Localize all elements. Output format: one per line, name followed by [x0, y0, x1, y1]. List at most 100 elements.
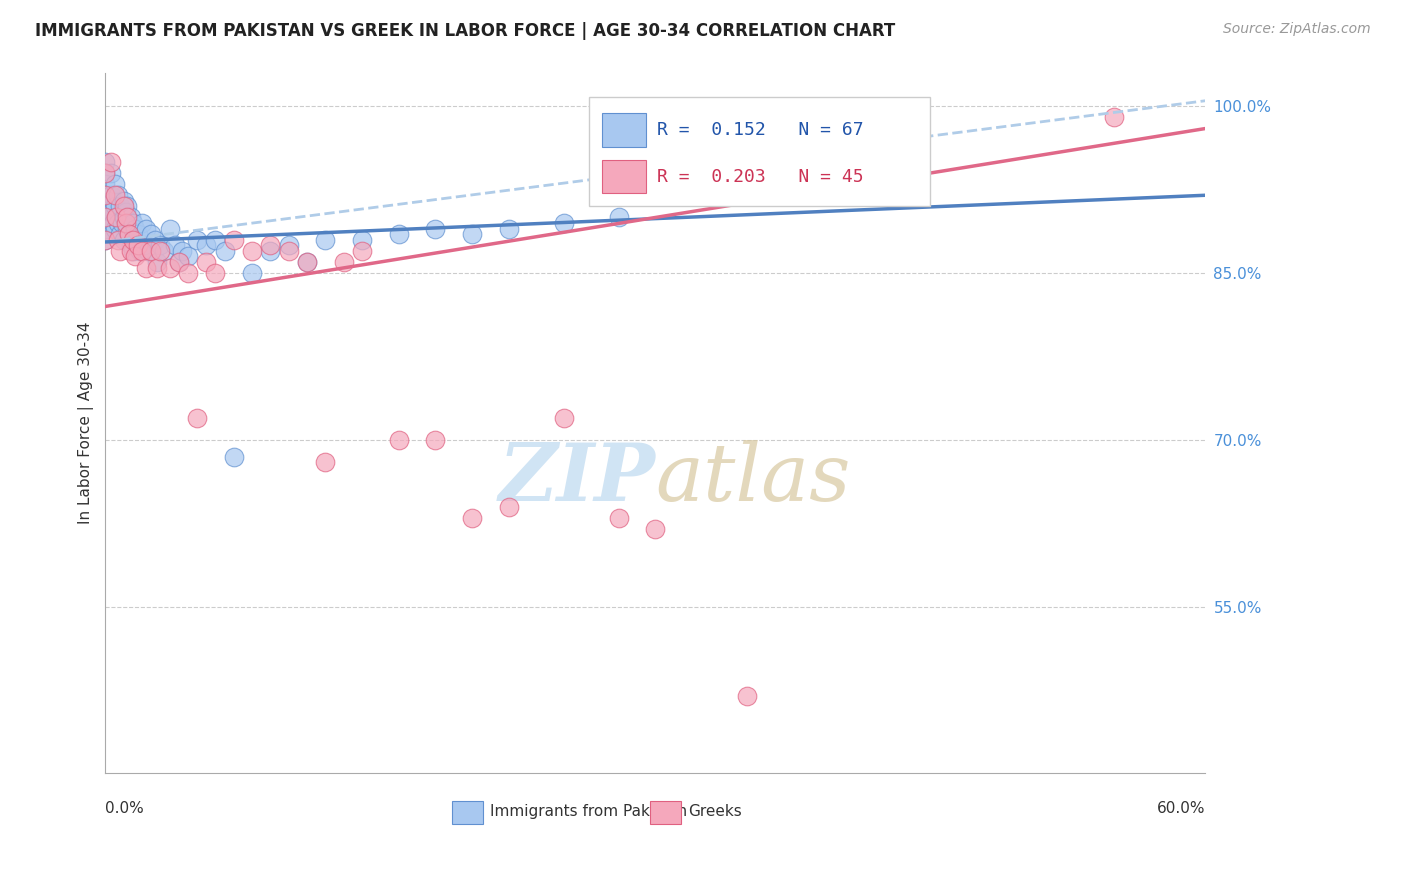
Bar: [603, 160, 647, 194]
Point: [103, 221, 125, 235]
Point: [145, 260, 167, 275]
Point: [101, 216, 124, 230]
Point: [425, 221, 447, 235]
Point: [143, 233, 166, 247]
Point: [132, 238, 155, 252]
Point: [159, 221, 181, 235]
Point: [314, 233, 336, 247]
Point: [122, 216, 145, 230]
Point: [461, 227, 484, 242]
Point: [259, 244, 281, 258]
Point: [103, 188, 125, 202]
Point: [94, 211, 117, 225]
Point: [204, 266, 226, 280]
Point: [388, 433, 411, 447]
Point: [607, 510, 630, 524]
Bar: [650, 801, 681, 824]
Point: [114, 205, 136, 219]
FancyBboxPatch shape: [589, 97, 931, 206]
Point: [122, 233, 145, 247]
Point: [94, 166, 117, 180]
Point: [214, 244, 236, 258]
Point: [117, 199, 139, 213]
Point: [136, 244, 159, 258]
Point: [120, 211, 142, 225]
Point: [172, 244, 194, 258]
Point: [163, 238, 186, 252]
Point: [240, 244, 263, 258]
Point: [145, 255, 167, 269]
Bar: [451, 801, 482, 824]
Point: [498, 221, 520, 235]
Point: [195, 255, 218, 269]
Point: [553, 410, 575, 425]
Point: [222, 450, 245, 464]
Point: [101, 194, 124, 208]
Point: [100, 188, 122, 202]
Y-axis label: In Labor Force | Age 30-34: In Labor Force | Age 30-34: [79, 322, 94, 524]
Point: [498, 500, 520, 514]
Point: [94, 177, 117, 191]
Point: [350, 233, 373, 247]
Point: [177, 266, 200, 280]
Point: [118, 227, 141, 242]
Point: [118, 227, 141, 242]
Point: [644, 522, 666, 536]
Point: [120, 244, 142, 258]
Text: 60.0%: 60.0%: [1157, 801, 1205, 816]
Text: R =  0.152   N = 67: R = 0.152 N = 67: [658, 120, 865, 139]
Point: [100, 205, 122, 219]
Text: 0.0%: 0.0%: [105, 801, 145, 816]
Text: R =  0.203   N = 45: R = 0.203 N = 45: [658, 168, 865, 186]
Text: Source: ZipAtlas.com: Source: ZipAtlas.com: [1223, 22, 1371, 37]
Point: [112, 211, 135, 225]
Point: [141, 227, 163, 242]
Point: [195, 238, 218, 252]
Point: [94, 233, 117, 247]
Point: [103, 177, 125, 191]
Point: [107, 233, 129, 247]
Point: [107, 188, 129, 202]
Point: [277, 244, 299, 258]
Point: [94, 211, 117, 225]
Point: [186, 410, 208, 425]
Point: [607, 211, 630, 225]
Point: [127, 227, 149, 242]
Point: [120, 238, 142, 252]
Point: [131, 244, 153, 258]
Point: [295, 255, 318, 269]
Point: [100, 155, 122, 169]
Point: [124, 221, 146, 235]
Point: [167, 255, 190, 269]
Point: [122, 244, 145, 258]
Point: [332, 255, 354, 269]
Point: [141, 244, 163, 258]
Point: [94, 188, 117, 202]
Point: [277, 238, 299, 252]
Point: [350, 244, 373, 258]
Point: [159, 260, 181, 275]
Point: [240, 266, 263, 280]
Point: [1102, 111, 1125, 125]
Point: [117, 221, 139, 235]
Point: [94, 199, 117, 213]
Point: [94, 188, 117, 202]
Point: [111, 216, 134, 230]
Point: [112, 233, 135, 247]
Point: [94, 233, 117, 247]
Point: [100, 166, 122, 180]
Point: [103, 199, 125, 213]
Bar: [603, 113, 647, 146]
Point: [131, 216, 153, 230]
Text: Greeks: Greeks: [689, 805, 742, 820]
Point: [149, 244, 172, 258]
Point: [425, 433, 447, 447]
Point: [153, 244, 176, 258]
Text: Immigrants from Pakistan: Immigrants from Pakistan: [491, 805, 688, 820]
Point: [94, 221, 117, 235]
Point: [114, 216, 136, 230]
Point: [108, 227, 131, 242]
Point: [107, 216, 129, 230]
Point: [314, 455, 336, 469]
Point: [167, 255, 190, 269]
